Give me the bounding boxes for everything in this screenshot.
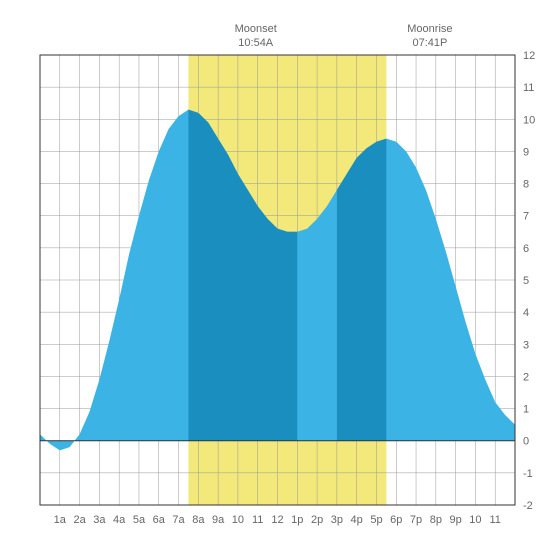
x-tick-label: 8a	[192, 514, 205, 526]
moonrise-annotation: Moonrise07:41P	[400, 22, 460, 51]
y-tick-label: 5	[523, 275, 529, 287]
x-tick-label: 8p	[430, 514, 442, 526]
y-tick-label: 2	[523, 371, 529, 383]
y-tick-label: 6	[523, 243, 529, 255]
x-tick-label: 9p	[450, 514, 462, 526]
x-tick-label: 11	[489, 514, 500, 526]
y-tick-label: 0	[523, 436, 529, 448]
x-tick-label: 9a	[212, 514, 225, 526]
x-tick-label: 1a	[54, 514, 67, 526]
moonset-annotation: Moonset10:54A	[226, 22, 286, 51]
x-tick-label: 3p	[331, 514, 343, 526]
x-tick-label: 5p	[370, 514, 382, 526]
y-tick-label: 7	[523, 211, 529, 223]
annotation-time: 07:41P	[400, 36, 460, 50]
x-tick-label: 7p	[410, 514, 422, 526]
x-tick-label: 10	[232, 514, 244, 526]
y-tick-label: 4	[523, 307, 529, 319]
x-tick-label: 7a	[172, 514, 185, 526]
x-tick-label: 4p	[351, 514, 363, 526]
y-tick-label: 3	[523, 339, 529, 351]
annotation-time: 10:54A	[226, 36, 286, 50]
x-tick-label: 4a	[113, 514, 126, 526]
y-tick-label: 9	[523, 146, 529, 158]
y-tick-label: 11	[523, 82, 534, 94]
y-tick-label: 10	[523, 114, 535, 126]
annotation-label: Moonrise	[400, 22, 460, 36]
x-tick-label: 3a	[93, 514, 106, 526]
annotation-label: Moonset	[226, 22, 286, 36]
y-tick-label: 12	[523, 50, 535, 62]
x-tick-label: 12	[271, 514, 283, 526]
y-tick-label: 1	[523, 404, 529, 416]
y-tick-label: -1	[523, 468, 533, 480]
x-tick-label: 2p	[311, 514, 323, 526]
x-tick-label: 5a	[133, 514, 146, 526]
y-tick-label: -2	[523, 500, 533, 512]
y-tick-label: 8	[523, 179, 529, 191]
x-tick-label: 10	[469, 514, 481, 526]
chart-svg: 1a2a3a4a5a6a7a8a9a1011121p2p3p4p5p6p7p8p…	[0, 0, 550, 550]
tide-chart: 1a2a3a4a5a6a7a8a9a1011121p2p3p4p5p6p7p8p…	[0, 0, 550, 550]
x-tick-label: 6a	[153, 514, 166, 526]
x-tick-label: 11	[252, 514, 263, 526]
x-tick-label: 2a	[73, 514, 86, 526]
x-tick-label: 6p	[390, 514, 402, 526]
x-tick-label: 1p	[291, 514, 303, 526]
